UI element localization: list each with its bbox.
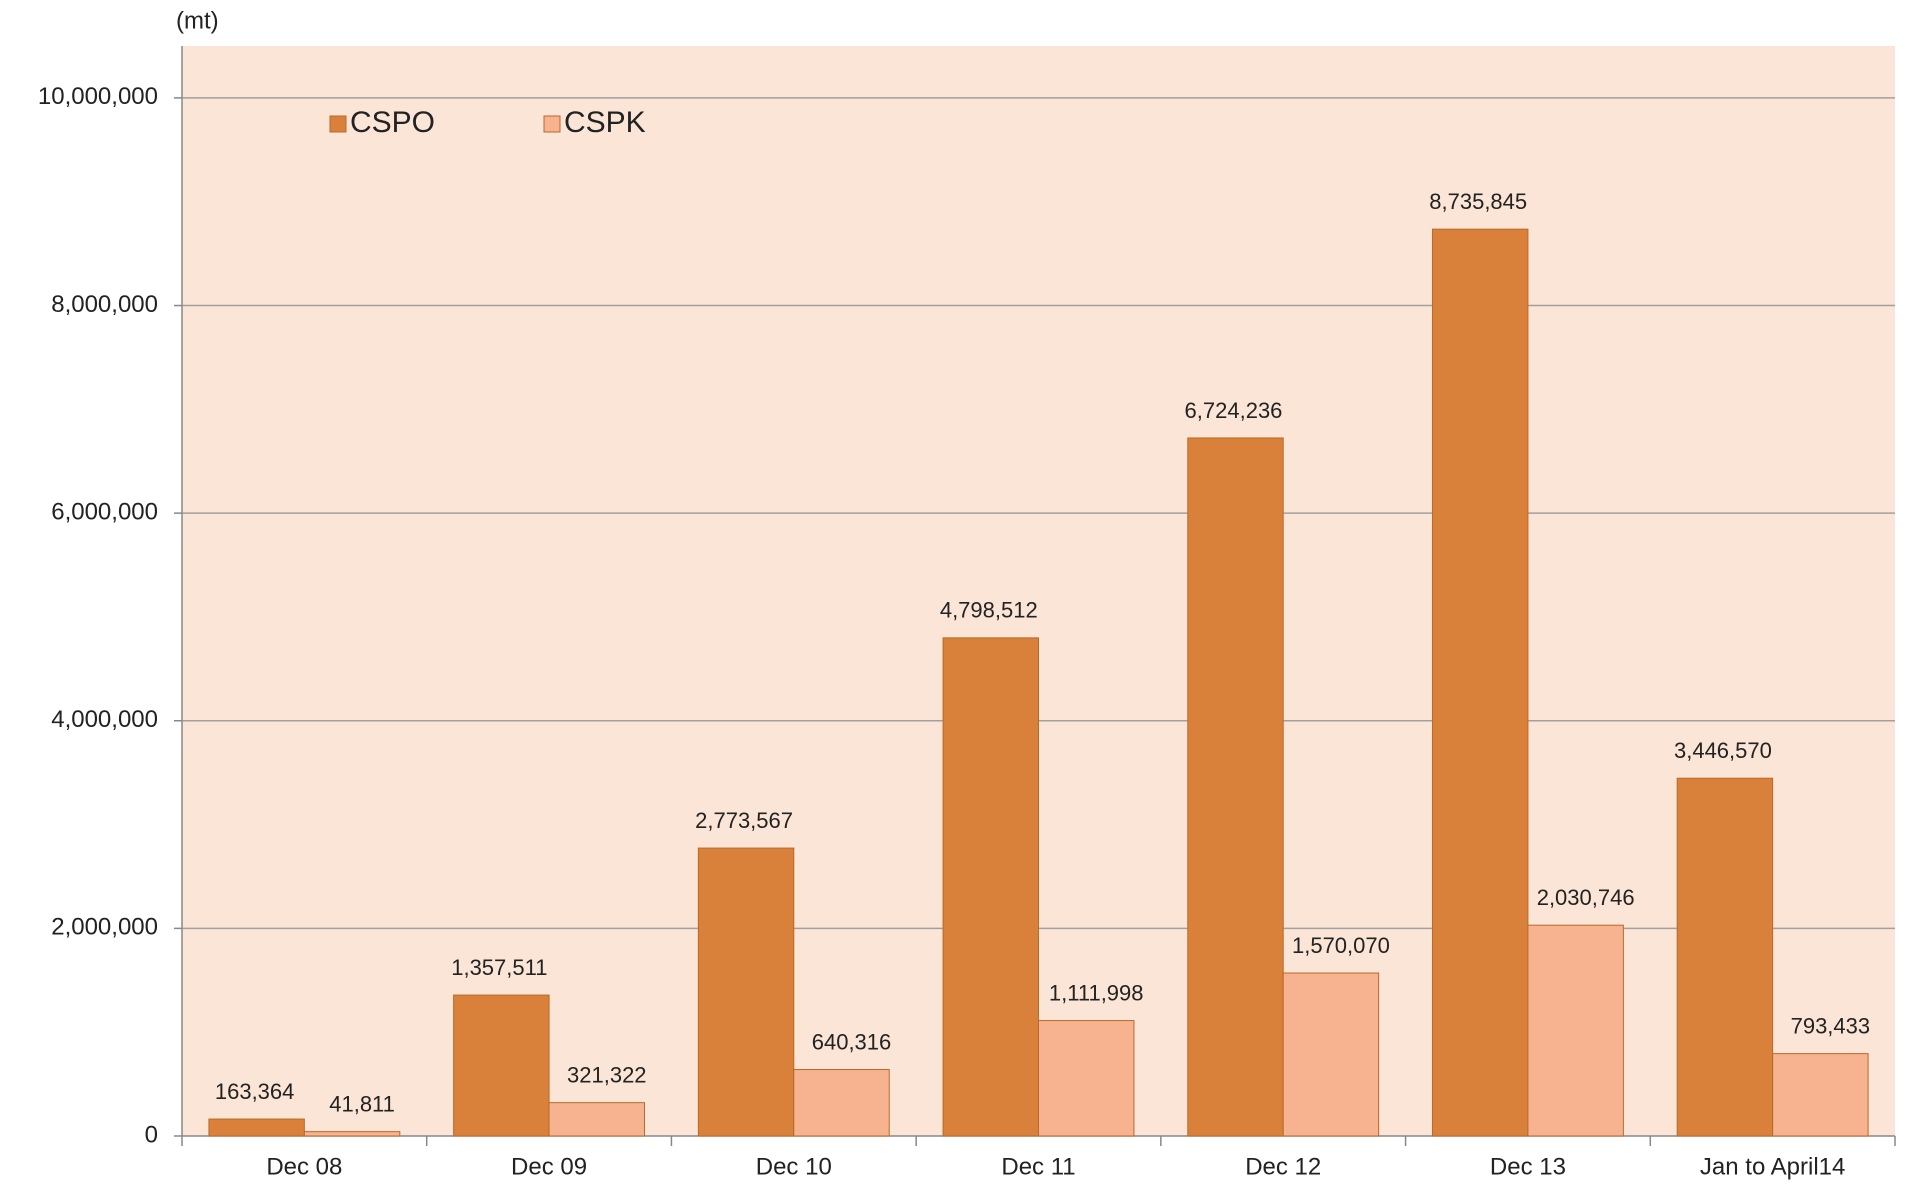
x-tick-label: Dec 10 — [756, 1153, 832, 1180]
y-tick-label: 2,000,000 — [51, 914, 158, 941]
data-label: 321,322 — [567, 1062, 647, 1087]
y-tick-label: 0 — [145, 1121, 158, 1148]
bar — [208, 1118, 305, 1137]
y-tick-label: 4,000,000 — [51, 706, 158, 733]
data-label: 6,724,236 — [1185, 398, 1283, 423]
x-tick-label: Jan to April14 — [1700, 1153, 1845, 1180]
data-label: 41,811 — [329, 1091, 395, 1116]
data-label: 8,735,845 — [1429, 189, 1527, 214]
x-tick-label: Dec 08 — [266, 1153, 342, 1180]
bar — [548, 1102, 646, 1137]
data-label: 1,357,511 — [451, 955, 547, 980]
data-label: 1,111,998 — [1049, 980, 1144, 1005]
bar — [453, 994, 550, 1137]
y-tick-label: 10,000,000 — [38, 83, 158, 110]
legend-label: CSPK — [564, 106, 646, 139]
data-label: 2,773,567 — [695, 808, 793, 833]
bar — [697, 847, 795, 1137]
data-label: 793,433 — [1791, 1013, 1871, 1038]
bar — [1038, 1020, 1135, 1137]
legend-swatch — [543, 115, 561, 133]
data-label: 163,364 — [215, 1079, 295, 1104]
x-tick-label: Dec 12 — [1245, 1153, 1321, 1180]
bar — [1431, 228, 1529, 1137]
bar — [1676, 777, 1774, 1137]
data-label: 1,570,070 — [1292, 933, 1390, 958]
data-label: 640,316 — [812, 1029, 892, 1054]
x-tick-label: Dec 13 — [1490, 1153, 1566, 1180]
x-tick-label: Dec 09 — [511, 1153, 587, 1180]
legend-label: CSPO — [350, 106, 435, 139]
bar — [303, 1131, 401, 1137]
y-tick-label: 6,000,000 — [51, 498, 158, 525]
y-axis-label: (mt) — [176, 7, 219, 34]
bar — [1187, 437, 1284, 1137]
bar — [1282, 972, 1380, 1137]
data-label: 2,030,746 — [1537, 885, 1635, 910]
bar — [1527, 924, 1624, 1137]
y-tick-label: 8,000,000 — [51, 291, 158, 318]
bar — [942, 637, 1039, 1137]
data-label: 4,798,512 — [940, 598, 1038, 623]
data-label: 3,446,570 — [1674, 738, 1772, 763]
x-tick-label: Dec 11 — [1001, 1153, 1075, 1180]
bar — [1772, 1053, 1869, 1137]
bar — [793, 1069, 890, 1137]
legend-swatch — [329, 115, 347, 133]
